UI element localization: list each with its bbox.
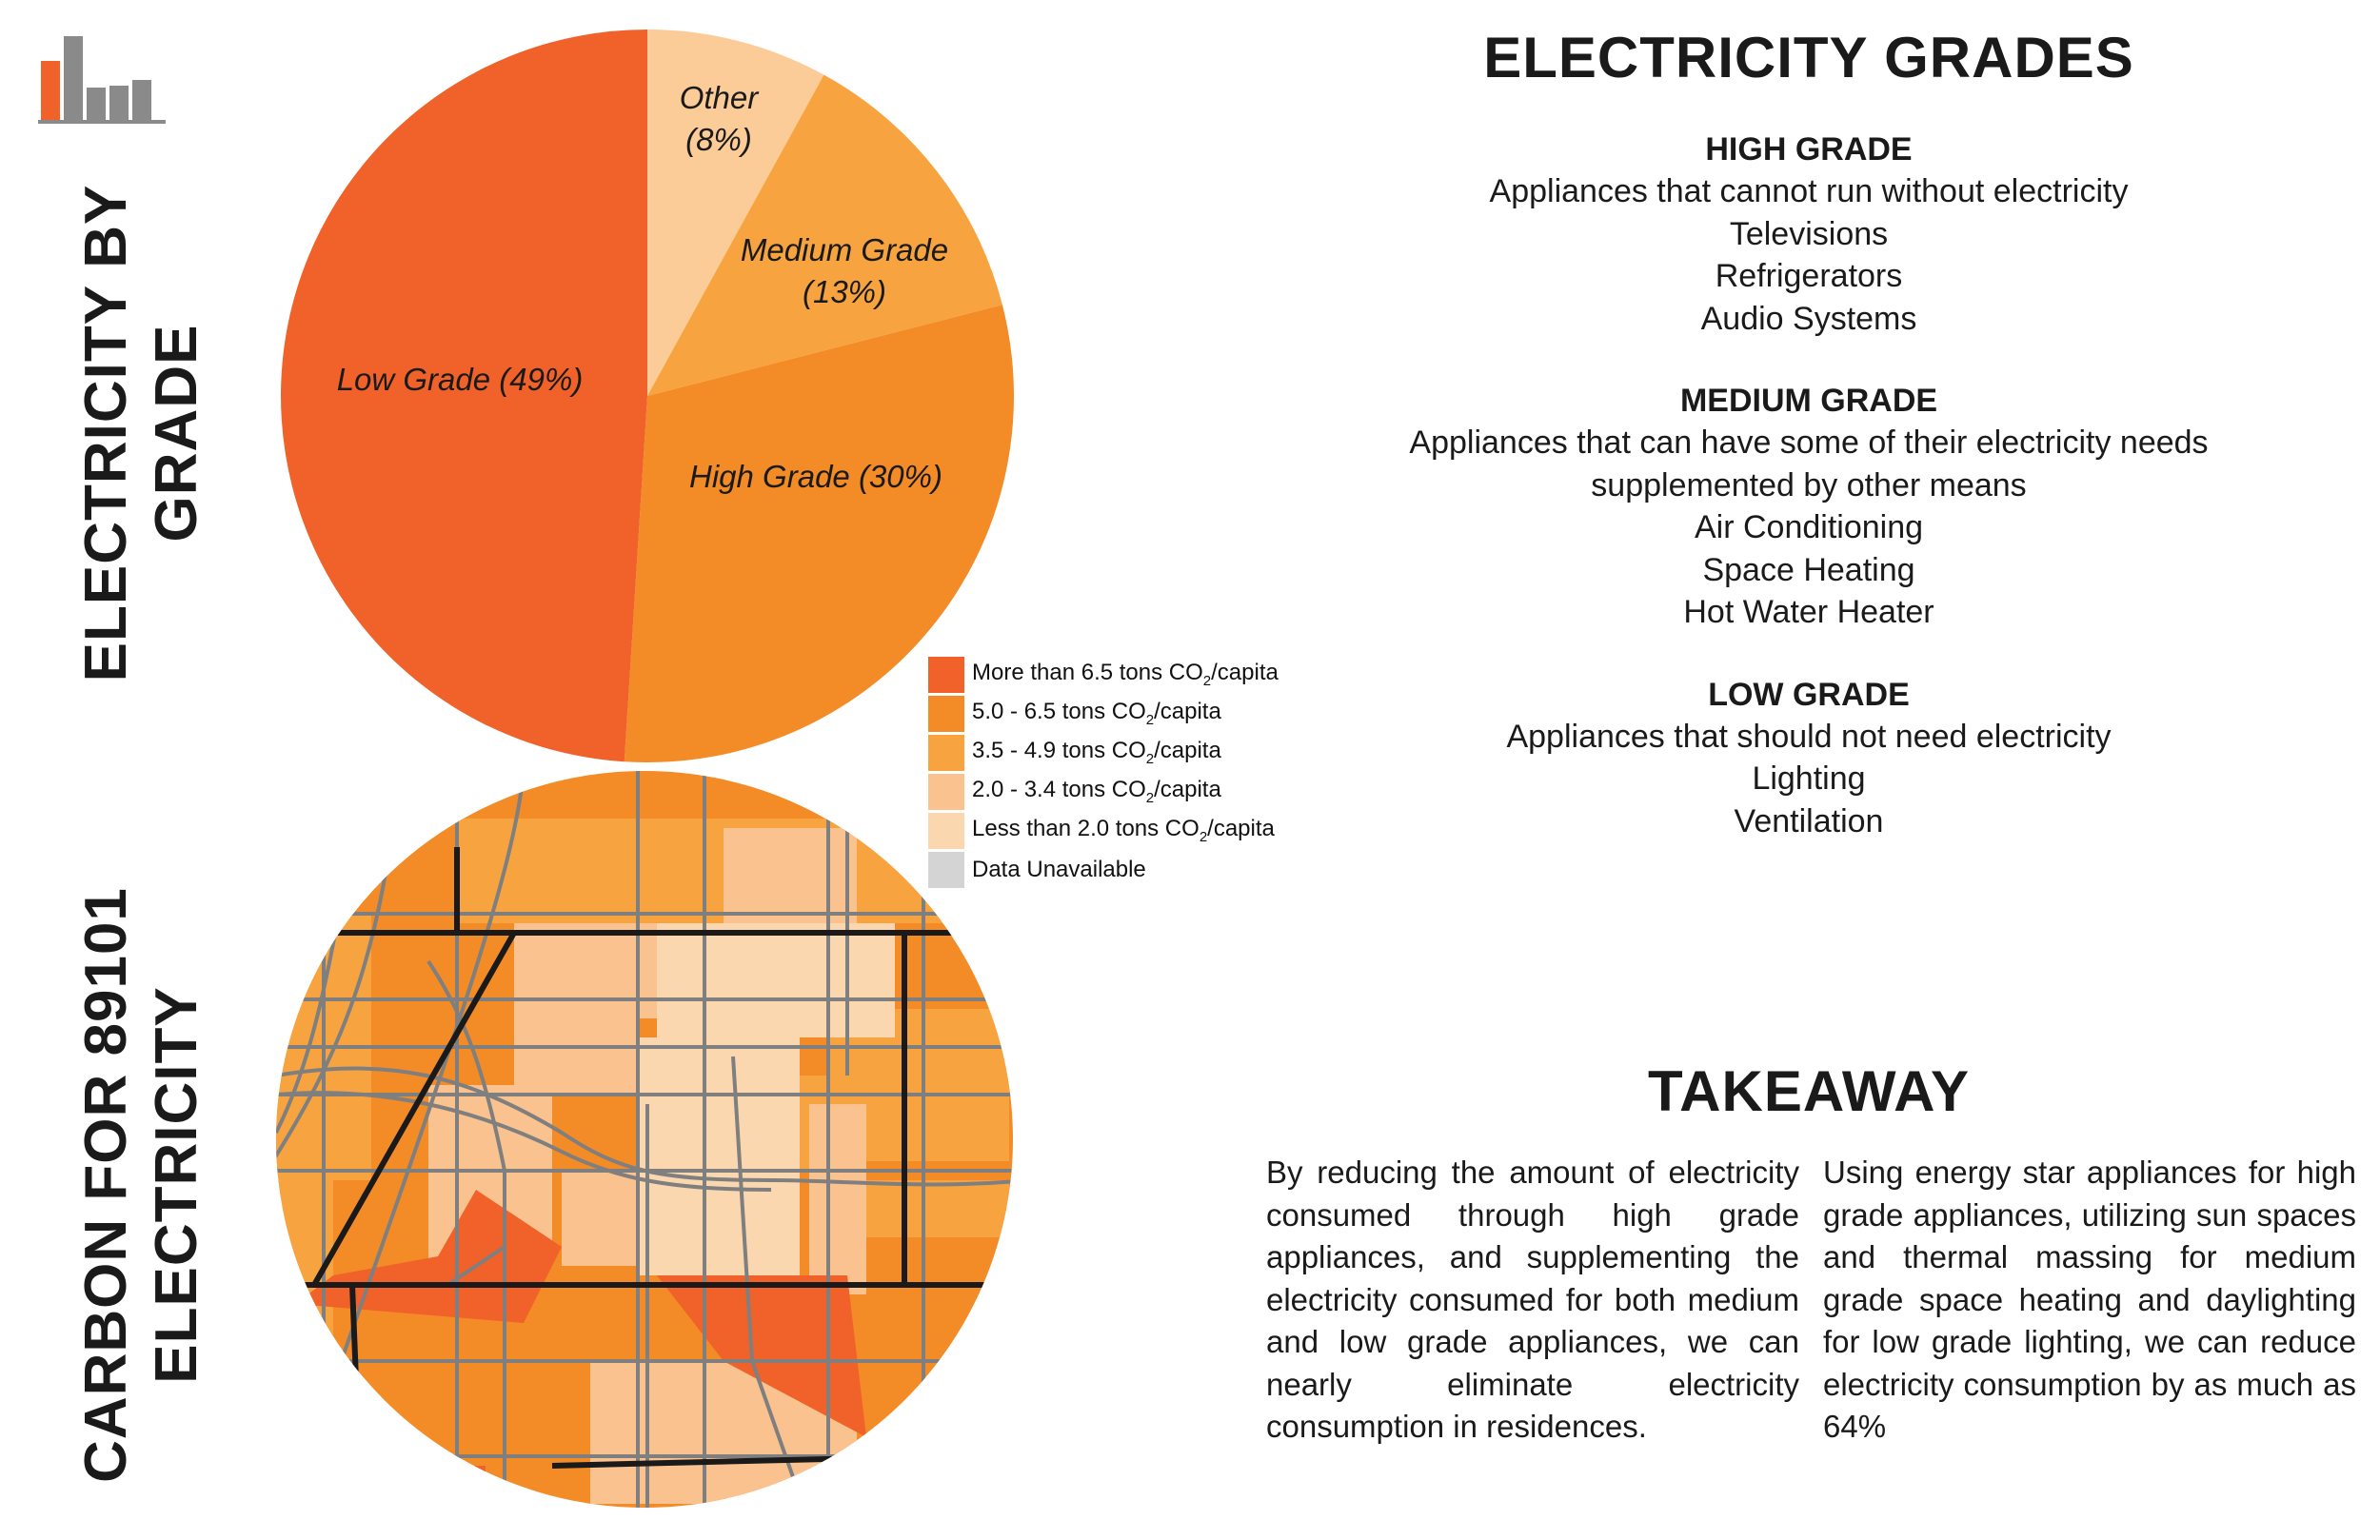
pie-slice-high-grade <box>624 305 1014 763</box>
pie-label-medium-grade-pct: (13%) <box>803 274 886 309</box>
pie-label-medium-grade-name: Medium Grade <box>741 232 948 267</box>
legend-item: More than 6.5 tons CO2/capita <box>928 655 1279 694</box>
legend-label: 5.0 - 6.5 tons CO2/capita <box>972 699 1221 728</box>
high-grade-block: HIGH GRADE Appliances that cannot run wi… <box>1257 128 2361 340</box>
legend-label: Less than 2.0 tons CO2/capita <box>972 816 1275 845</box>
pie-label-other-pct: (8%) <box>685 122 752 157</box>
medium-grade-line: Appliances that can have some of their e… <box>1409 424 2209 461</box>
pie-label-low-grade: Low Grade (49%) <box>337 362 584 397</box>
high-grade-title: HIGH GRADE <box>1705 131 1913 168</box>
carbon-legend: More than 6.5 tons CO2/capita 5.0 - 6.5 t… <box>928 655 1279 889</box>
legend-swatch <box>928 656 964 693</box>
medium-grade-title: MEDIUM GRADE <box>1679 383 1938 419</box>
legend-label: Data Unavailable <box>972 856 1146 882</box>
high-grade-line: Audio Systems <box>1700 300 1917 337</box>
pie-slice-other <box>647 30 824 396</box>
low-grade-block: LOW GRADE Appliances that should not nee… <box>1257 674 2361 843</box>
legend-item: 3.5 - 4.9 tons CO2/capita <box>928 733 1279 772</box>
pie-slice-medium-grade <box>647 74 1002 396</box>
legend-item: Data Unavailable <box>928 850 1279 889</box>
legend-swatch <box>928 851 964 888</box>
high-grade-line: Televisions <box>1729 215 1889 252</box>
high-grade-line: Appliances that cannot run without elect… <box>1489 173 2129 209</box>
legend-label: 2.0 - 3.4 tons CO2/capita <box>972 777 1221 806</box>
takeaway-paragraph-left: By reducing the amount of electricity co… <box>1266 1155 1799 1444</box>
low-grade-title: LOW GRADE <box>1708 676 1910 713</box>
medium-grade-block: MEDIUM GRADE Appliances that can have so… <box>1257 380 2361 634</box>
takeaway-paragraph-right: Using energy star appliances for high gr… <box>1823 1155 2356 1444</box>
medium-grade-line: Space Heating <box>1702 551 1915 588</box>
low-grade-line: Lighting <box>1752 760 1866 797</box>
electricity-by-grade-title: ELECTRICITY BY GRADE <box>73 184 210 682</box>
pie-label-other-name: Other <box>680 80 761 115</box>
medium-grade-line: supplemented by other means <box>1591 466 2027 503</box>
legend-swatch <box>928 812 964 849</box>
bar-chart-logo-icon <box>38 36 166 124</box>
electricity-grades-heading: ELECTRICITY GRADES <box>1483 26 2134 89</box>
legend-label: 3.5 - 4.9 tons CO2/capita <box>972 738 1221 767</box>
carbon-map-89101 <box>276 771 1013 1508</box>
low-grade-line: Ventilation <box>1734 802 1884 839</box>
high-grade-line: Refrigerators <box>1715 258 1903 294</box>
legend-swatch <box>928 773 964 810</box>
legend-item: Less than 2.0 tons CO2/capita <box>928 811 1279 850</box>
low-grade-line: Appliances that should not need electric… <box>1506 718 2112 755</box>
medium-grade-line: Air Conditioning <box>1694 509 1924 545</box>
legend-label: More than 6.5 tons CO2/capita <box>972 660 1279 689</box>
pie-label-high-grade: High Grade (30%) <box>689 459 942 494</box>
medium-grade-line: Hot Water Heater <box>1683 594 1934 630</box>
legend-swatch <box>928 734 964 771</box>
legend-item: 2.0 - 3.4 tons CO2/capita <box>928 772 1279 811</box>
electricity-grades-panel: ELECTRICITY GRADES HIGH GRADE Appliances… <box>1257 25 2361 842</box>
takeaway-heading: TAKEAWAY <box>1647 1059 1971 1123</box>
carbon-electricity-title: CARBON FOR 89101 ELECTRICITY <box>73 887 210 1483</box>
electricity-grade-pie-chart: Low Grade (49%) High Grade (30%) Medium … <box>281 30 1014 763</box>
legend-item: 5.0 - 6.5 tons CO2/capita <box>928 694 1279 733</box>
pie-slice-low-grade <box>281 30 647 762</box>
legend-swatch <box>928 695 964 732</box>
